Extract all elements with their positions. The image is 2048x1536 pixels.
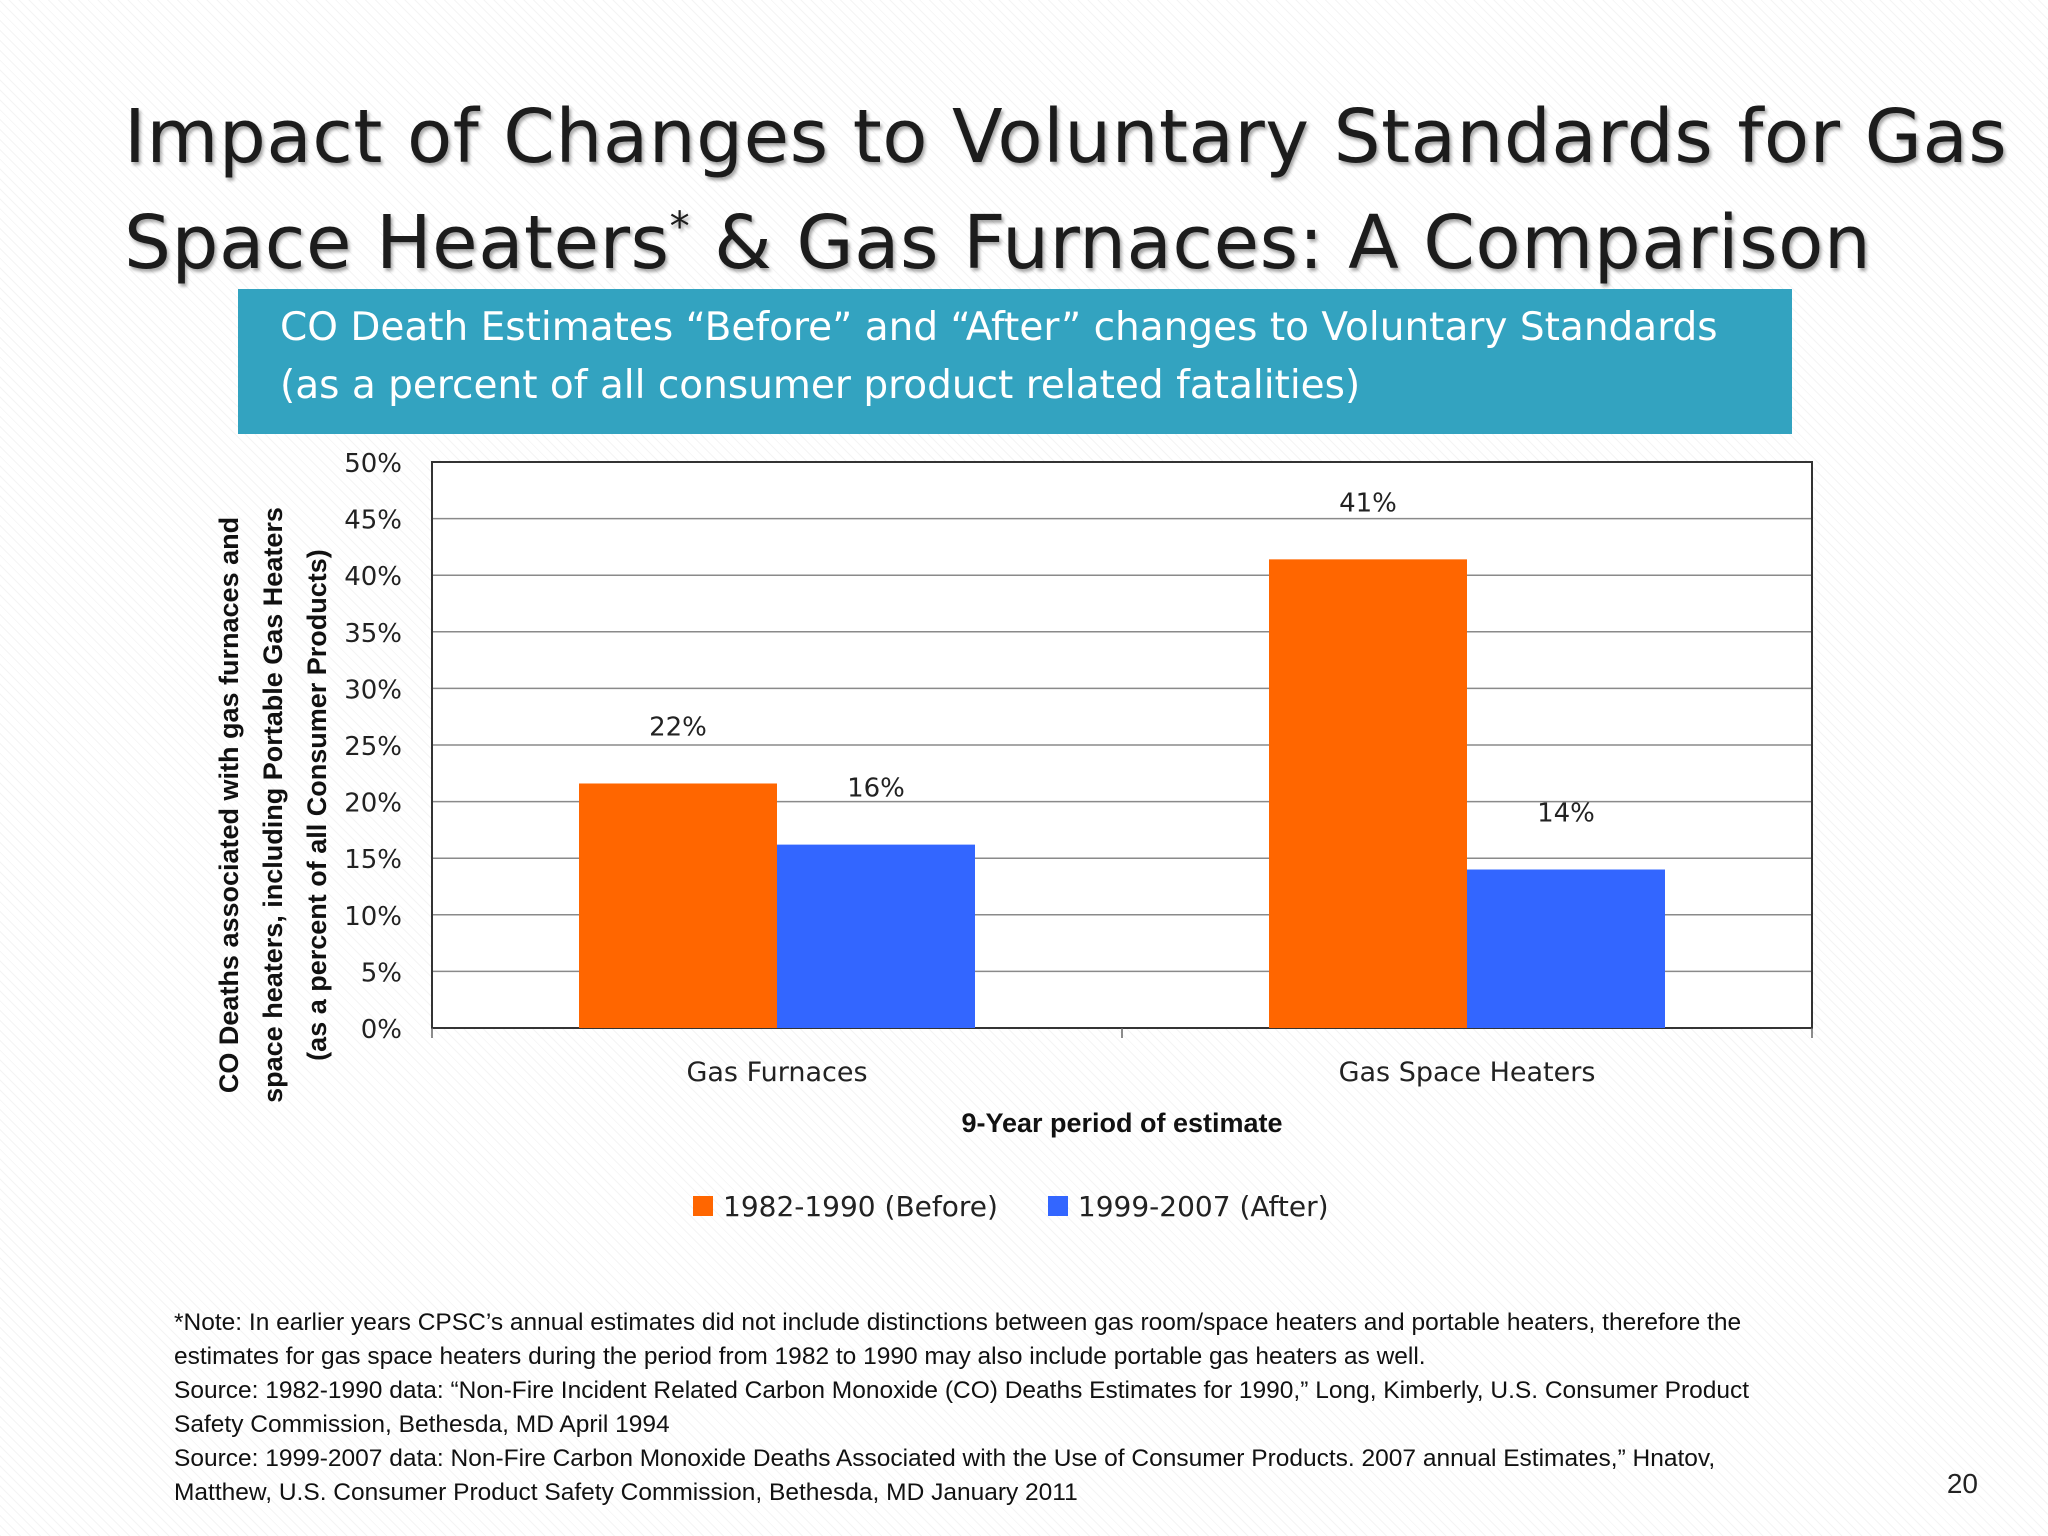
y-tick-label: 0% xyxy=(361,1015,402,1045)
y-tick-label: 30% xyxy=(344,675,402,705)
bar xyxy=(1269,559,1467,1028)
legend-swatch-after xyxy=(1047,1196,1068,1216)
x-axis-title: 9-Year period of estimate xyxy=(961,1108,1282,1138)
banner-line-1: CO Death Estimates “Before” and “After” … xyxy=(280,305,1718,350)
bar xyxy=(777,844,975,1028)
y-tick-label: 35% xyxy=(344,619,402,649)
legend-swatch-before xyxy=(693,1196,713,1216)
bar xyxy=(579,783,777,1028)
footnote-line: Source: 1999-2007 data: Non-Fire Carbon … xyxy=(174,1445,1716,1472)
y-tick-label: 50% xyxy=(344,449,402,479)
y-axis-title-line: space heaters, including Portable Gas He… xyxy=(258,507,288,1103)
y-axis-title-line: (as a percent of all Consumer Products) xyxy=(302,549,332,1061)
page-number: 20 xyxy=(1946,1468,1978,1499)
data-label: 16% xyxy=(847,774,905,804)
title-asterisk: * xyxy=(669,204,691,250)
footnote-line: *Note: In earlier years CPSC’s annual es… xyxy=(174,1309,1742,1336)
y-tick-label: 15% xyxy=(344,845,402,875)
data-label: 22% xyxy=(649,712,707,742)
title-line-2-end: & Gas Furnaces: A Comparison xyxy=(690,200,1872,286)
slide-title: Impact of Changes to Voluntary Standards… xyxy=(124,92,2008,288)
chart-legend: 1982-1990 (Before) 1999-2007 (After) xyxy=(693,1186,1379,1226)
legend-item-before: 1982-1990 (Before) xyxy=(693,1190,998,1223)
banner-line-2: (as a percent of all consumer product re… xyxy=(280,363,1361,408)
y-tick-label: 10% xyxy=(344,902,402,932)
data-label: 14% xyxy=(1537,799,1595,829)
bar xyxy=(1467,869,1665,1028)
footnote-line: Matthew, U.S. Consumer Product Safety Co… xyxy=(174,1479,1078,1506)
x-tick-label: Gas Space Heaters xyxy=(1339,1057,1596,1088)
data-label: 41% xyxy=(1339,488,1397,518)
y-tick-label: 25% xyxy=(344,732,402,762)
title-line-1: Impact of Changes to Voluntary Standards… xyxy=(124,94,2008,180)
y-tick-label: 5% xyxy=(361,958,402,988)
legend-label-before: 1982-1990 (Before) xyxy=(723,1189,998,1223)
footnote-line: Source: 1982-1990 data: “Non-Fire Incide… xyxy=(174,1377,1750,1404)
y-tick-label: 40% xyxy=(344,562,402,592)
footnote-line: Safety Commission, Bethesda, MD April 19… xyxy=(174,1411,670,1438)
y-axis-title-line: CO Deaths associated with gas furnaces a… xyxy=(214,517,244,1093)
title-line-2-start: Space Heaters xyxy=(124,200,670,286)
title-line-2: Space Heaters* & Gas Furnaces: A Compari… xyxy=(124,182,1944,288)
y-tick-label: 20% xyxy=(344,789,402,819)
chart-subtitle-banner: CO Death Estimates “Before” and “After” … xyxy=(238,289,1792,434)
x-tick-label: Gas Furnaces xyxy=(686,1057,867,1088)
footnote-line: estimates for gas space heaters during t… xyxy=(174,1343,1426,1370)
legend-item-after: 1999-2007 (After) xyxy=(1047,1189,1329,1223)
legend-label-after: 1999-2007 (After) xyxy=(1077,1189,1329,1223)
footnote: *Note: In earlier years CPSC’s annual es… xyxy=(174,1306,1874,1510)
y-tick-label: 45% xyxy=(344,506,402,536)
